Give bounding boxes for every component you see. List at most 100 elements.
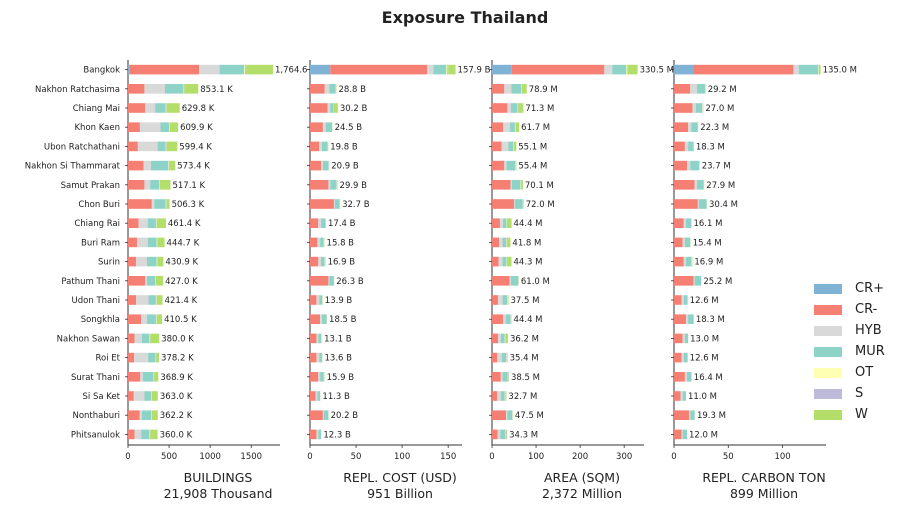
bar-total-label: 15.4 M [693,238,722,248]
bar-total-label: 55.1 M [518,142,547,152]
bar-segment-w [166,141,178,152]
bar-segment-mur [684,237,691,248]
bar-segment-mur [500,391,505,401]
x-tick-label: 500 [161,452,177,462]
bar-total-label: 24.5 B [335,123,363,133]
bar-segment-mur [696,84,705,94]
bar-segment-w [505,333,508,344]
bar-segment-mur [320,237,324,248]
bar-segment-hyb [328,276,330,286]
bar-segment-mur [144,391,152,401]
x-tick-label: 1000 [199,452,221,462]
bar-segment-w [160,180,171,190]
legend-item: CR- [814,299,885,320]
bar-segment-hyb [319,141,322,152]
bar-segment-mur [501,352,507,363]
bar-segment-cr [128,237,138,248]
bar-segment-cr [674,64,694,75]
bar-segment-mur [508,141,514,152]
bar-segment-hyb [694,180,697,190]
bar-segment-hyb [697,199,699,209]
bar-total-label: 27.9 M [706,181,735,191]
legend-swatch [814,388,842,399]
bar-segment-w [156,218,166,228]
bar-total-label: 368.9 K [160,373,193,383]
bar-segment-w [166,199,170,209]
bar-segment-hyb [316,429,319,440]
x-axis-label: REPL. COST (USD) [343,470,457,485]
bar-segment-mur [505,314,511,324]
bar-segment-mur [682,391,686,401]
bar-segment-cr [674,160,688,171]
bar-segment-hyb [134,333,142,344]
bar-segment-cr [492,218,500,228]
bar-segment-hyb [503,122,511,132]
bar-segment-mur [147,237,157,248]
category-label: Roi Et [96,354,121,364]
bar-segment-w [515,122,520,132]
x-tick-label: 50 [723,452,734,462]
bar-segment-cr [674,237,683,248]
bar-segment-cr [310,295,317,305]
legend: CR+ CR- HYB MUR OT S W [814,278,885,425]
bar-total-label: 22.3 M [700,123,729,133]
bar-segment-s [818,64,820,75]
bar-total-label: 23.7 M [702,162,731,172]
bar-segment-cr [310,314,321,324]
bar-segment-cr [128,103,146,113]
bar-segment-w [156,352,160,363]
bar-segment-mur [321,314,327,324]
bar-total-label: 25.2 M [703,277,732,287]
bar-segment-cr [492,180,511,190]
bar-segment-mur [511,180,521,190]
bar-segment-cr [693,64,794,75]
bar-segment-cr [492,429,498,440]
bar-segment-mur [690,410,695,420]
bar-segment-hyb [426,64,434,75]
bar-total-label: 135.0 M [823,66,857,76]
bar-segment-cr [310,410,323,420]
bar-total-label: 362.2 K [160,411,193,421]
category-label: Ubon Ratchathani [44,142,120,152]
bar-segment-hyb [144,180,151,190]
bar-segment-cr [492,237,500,248]
bar-segment-cr [674,372,685,382]
bar-segment-mur [157,141,166,152]
bar-segment-cr [128,160,144,171]
bar-segment-w [150,333,160,344]
bar-segment-hyb [684,372,688,382]
bar-total-label: 70.1 M [525,181,554,191]
category-label: Chiang Rai [74,219,120,229]
legend-swatch [814,367,842,378]
bar-total-label: 17.4 B [328,219,356,229]
bar-segment-hyb [143,160,152,171]
bar-segment-cr [674,103,693,113]
bar-segment-w [521,180,523,190]
bar-segment-mur [691,122,698,132]
legend-label: CR- [855,302,878,317]
bar-total-label: 27.0 M [705,104,734,114]
bar-total-label: 18.3 M [696,315,725,325]
bar-total-label: 28.8 B [339,85,367,95]
bar-total-label: 11.0 M [688,392,717,402]
bar-total-label: 78.9 M [529,85,558,95]
bar-total-label: 1,764.6 [275,66,307,76]
legend-swatch [814,325,842,336]
bar-segment-cr [310,160,322,171]
bar-segment-hyb [681,295,684,305]
bar-segment-hyb [328,180,331,190]
bar-segment-mur [502,237,507,248]
bar-segment-cr [128,410,140,420]
bar-segment-cr [310,429,317,440]
bar-segment-hyb [139,122,161,132]
bar-total-label: 853.1 K [200,85,233,95]
bar-total-label: 55.4 M [518,162,547,172]
x-axis-label: BUILDINGS [184,470,253,485]
bar-segment-mur [330,103,334,113]
bar-segment-mur [141,429,150,440]
bar-segment-cr [674,410,690,420]
x-tick-label: 200 [572,452,588,462]
bar-segment-mur [502,256,507,267]
category-label: Si Sa Ket [83,392,121,402]
